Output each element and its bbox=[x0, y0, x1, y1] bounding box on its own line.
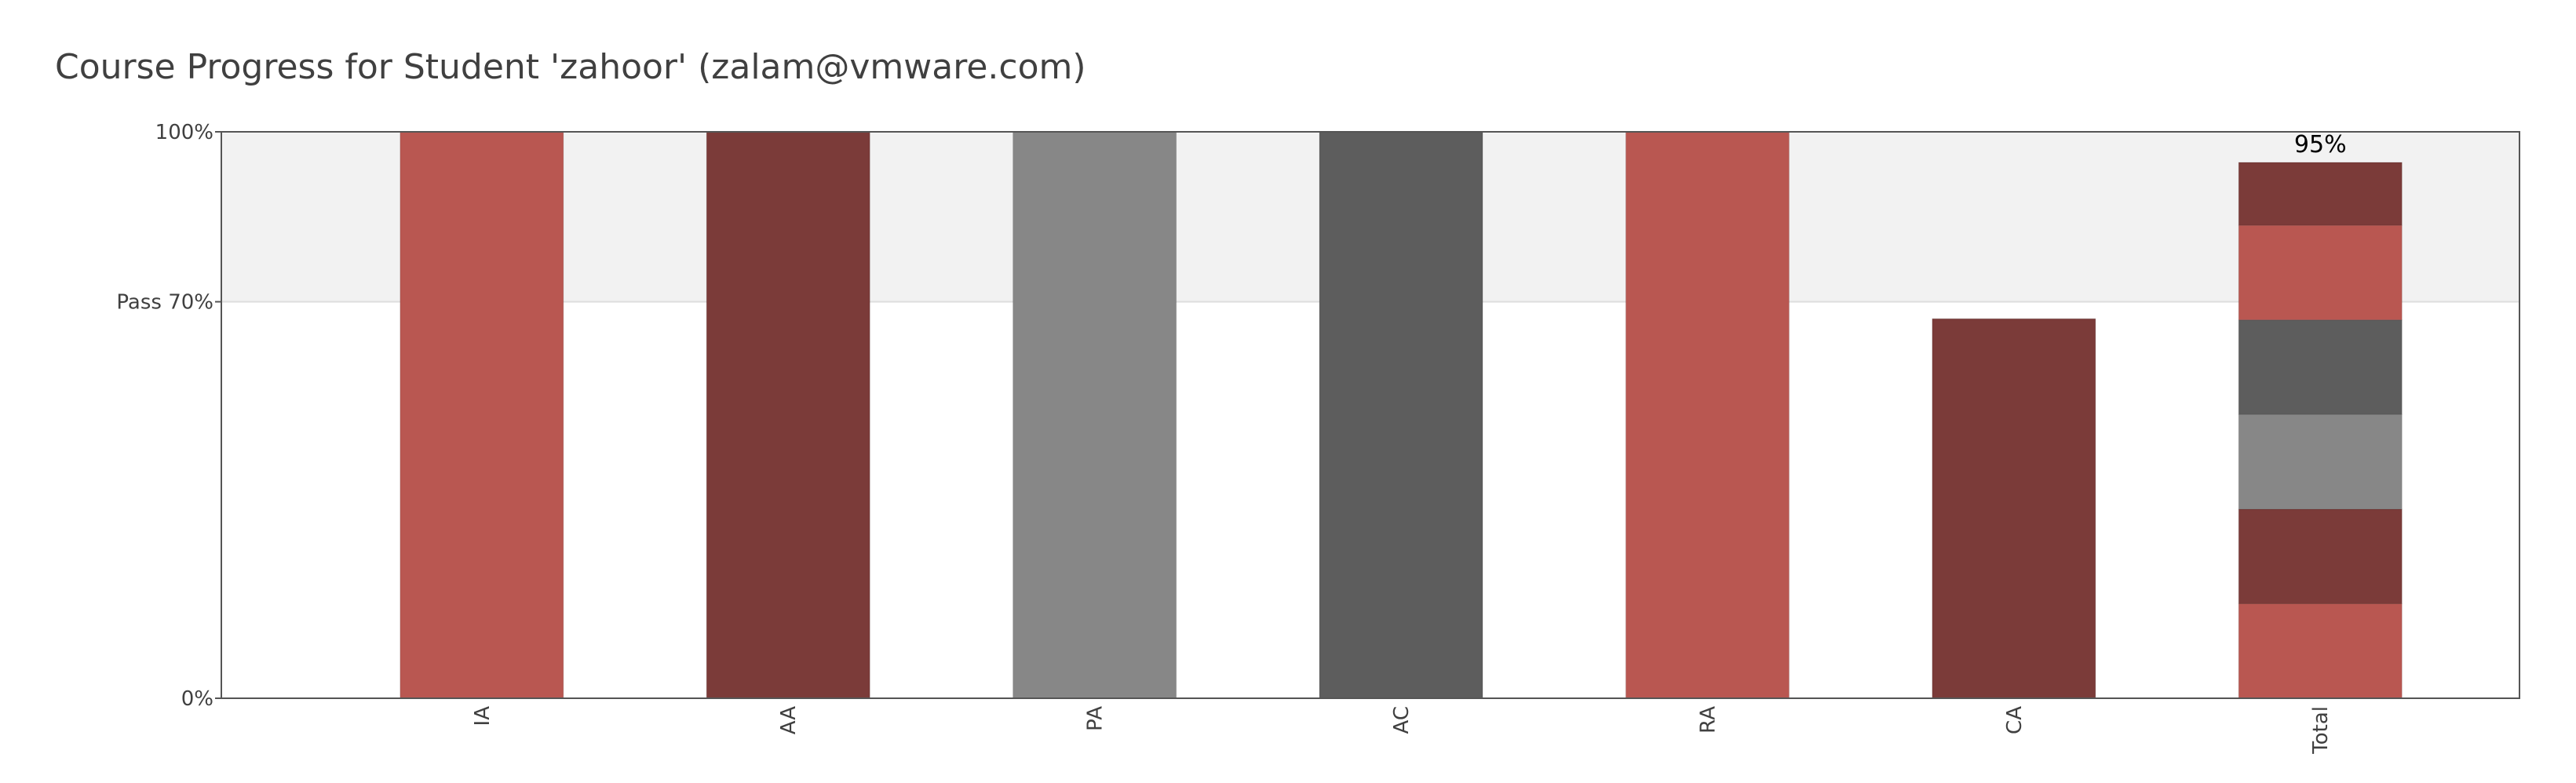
x-tick-label-aa: AA bbox=[777, 706, 801, 735]
total-segment-ia bbox=[2238, 603, 2403, 699]
bars bbox=[400, 131, 2403, 699]
axes bbox=[215, 131, 2520, 699]
x-tick-label-ca: CA bbox=[2003, 706, 2027, 734]
bar-ca bbox=[1932, 318, 2096, 699]
chart-title: Course Progress for Student 'zahoor' (za… bbox=[55, 47, 1086, 87]
x-tick-label-total: Total bbox=[2309, 706, 2333, 755]
x-tick-label-pa: PA bbox=[1084, 706, 1107, 731]
bar-ia bbox=[400, 131, 564, 699]
total-segment-ca bbox=[2238, 162, 2403, 226]
bar-pa bbox=[1013, 131, 1177, 699]
y-tick-label: Pass 70% bbox=[116, 291, 213, 315]
bar-ra bbox=[1625, 131, 1790, 699]
x-tick-label-ra: RA bbox=[1696, 706, 1720, 734]
total-segment-pa bbox=[2238, 413, 2403, 510]
x-tick-label-ia: IA bbox=[471, 706, 494, 727]
bar-ac bbox=[1319, 131, 1483, 699]
bar-aa bbox=[706, 131, 870, 699]
total-segment-aa bbox=[2238, 508, 2403, 604]
total-value-label: 95% bbox=[2294, 131, 2347, 158]
total-segment-ra bbox=[2238, 224, 2403, 321]
plot-frame bbox=[221, 131, 2520, 699]
y-tick-label: 100% bbox=[155, 121, 213, 144]
y-tick-label: 0% bbox=[181, 687, 213, 711]
x-tick-label-ac: AC bbox=[1390, 706, 1414, 734]
total-segment-ac bbox=[2238, 319, 2403, 415]
labels: IA AA PA AC RA CA 95% Total 0% Pass 70% 100% bbox=[116, 121, 2346, 755]
